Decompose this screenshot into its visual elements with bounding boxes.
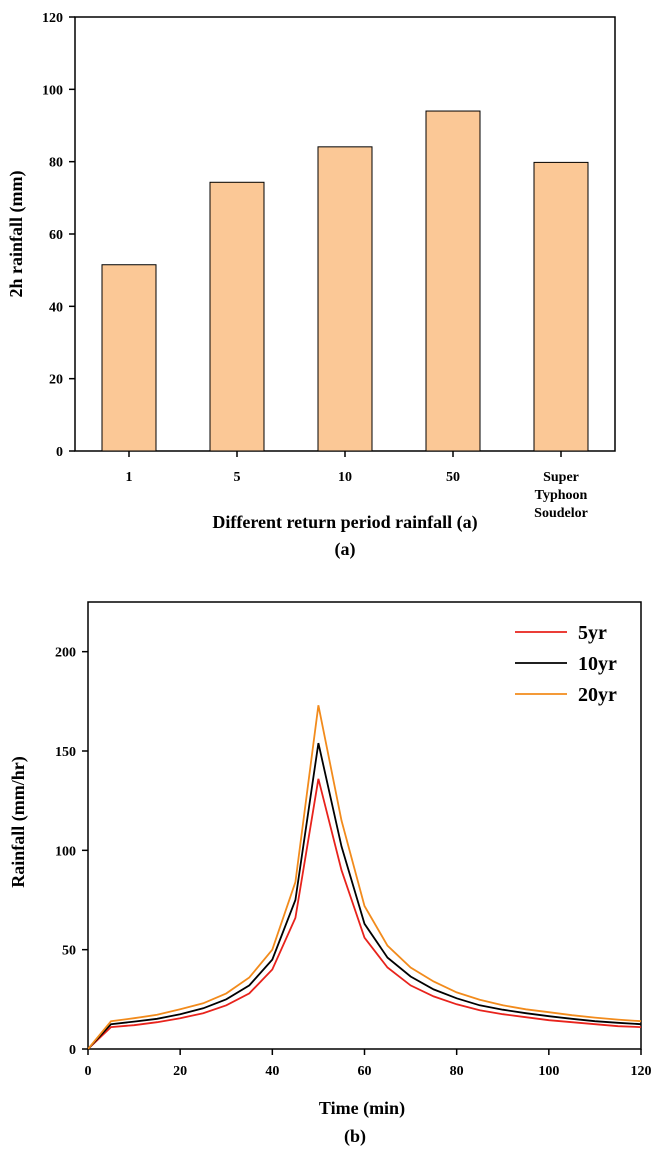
line-y-tick-label: 150 bbox=[55, 745, 76, 760]
bar-1 bbox=[101, 264, 157, 452]
bar-x-tick-label: 5 bbox=[234, 470, 241, 485]
panel-b-label: (b) bbox=[344, 1126, 366, 1147]
panel-a-label: (a) bbox=[335, 539, 356, 560]
bar-5 bbox=[533, 161, 589, 452]
bar-2 bbox=[209, 181, 265, 452]
line-x-tick-label: 40 bbox=[265, 1064, 279, 1079]
bar-y-axis-ticks: 0 20 40 60 80 100 120 bbox=[42, 11, 75, 460]
bar-y-tick-label: 100 bbox=[42, 83, 63, 98]
line-y-tick-label: 100 bbox=[55, 844, 76, 859]
line-chart-panel: 0 50 100 150 200 0 20 40 60 80 100 120 5yr 10yr 20yr… bbox=[8, 601, 652, 1147]
line-x-tick-label: 60 bbox=[358, 1064, 372, 1079]
line-x-tick-label: 80 bbox=[450, 1064, 464, 1079]
series-line-10yr bbox=[87, 742, 642, 1050]
line-plot-frame bbox=[87, 601, 642, 1050]
bar-y-tick-label: 0 bbox=[56, 445, 63, 460]
bar-y-tick-label: 60 bbox=[49, 228, 63, 243]
bar-x-axis-title: Different return period rainfall (a) bbox=[212, 512, 477, 533]
bar-series bbox=[101, 110, 589, 452]
line-x-tick-label: 120 bbox=[631, 1064, 652, 1079]
bar-y-tick-label: 20 bbox=[49, 373, 63, 388]
series-line-5yr bbox=[87, 778, 642, 1050]
line-x-axis-title: Time (min) bbox=[319, 1098, 405, 1119]
bar-y-tick-label: 40 bbox=[49, 300, 63, 315]
bar-x-tick-label: 10 bbox=[338, 470, 352, 485]
line-x-tick-label: 0 bbox=[85, 1064, 92, 1079]
bar-4 bbox=[425, 110, 481, 452]
line-y-axis-ticks: 0 50 100 150 200 bbox=[55, 646, 88, 1058]
series-line-20yr bbox=[87, 705, 642, 1050]
bar-y-axis-title: 2h rainfall (mm) bbox=[6, 171, 27, 298]
line-x-axis-ticks: 0 20 40 60 80 100 120 bbox=[85, 1049, 652, 1079]
bar-y-tick-label: 120 bbox=[42, 11, 63, 26]
line-y-axis-title: Rainfall (mm/hr) bbox=[8, 756, 29, 887]
line-y-tick-label: 200 bbox=[55, 646, 76, 661]
bar-y-tick-label: 80 bbox=[49, 156, 63, 171]
legend-label-20yr: 20yr bbox=[578, 684, 617, 706]
line-x-tick-label: 100 bbox=[538, 1064, 559, 1079]
bar-x-tick-label: 1 bbox=[126, 470, 133, 485]
line-series-group bbox=[87, 705, 642, 1050]
bar-x-axis-ticks: 1 5 10 50 Super Typhoon Soudelor bbox=[126, 451, 588, 521]
legend-label-5yr: 5yr bbox=[578, 622, 607, 644]
line-legend: 5yr 10yr 20yr bbox=[515, 622, 617, 706]
bar-chart-panel: 0 20 40 60 80 100 120 1 5 10 50 Super Typhoon Soudel… bbox=[6, 11, 616, 560]
line-x-tick-label: 20 bbox=[173, 1064, 187, 1079]
line-y-tick-label: 50 bbox=[62, 944, 76, 959]
line-y-tick-label: 0 bbox=[69, 1043, 76, 1058]
bar-x-tick-label: Super Typhoon Soudelor bbox=[534, 470, 588, 521]
legend-label-10yr: 10yr bbox=[578, 653, 617, 675]
bar-3 bbox=[317, 146, 373, 452]
bar-x-tick-label: 50 bbox=[446, 470, 460, 485]
